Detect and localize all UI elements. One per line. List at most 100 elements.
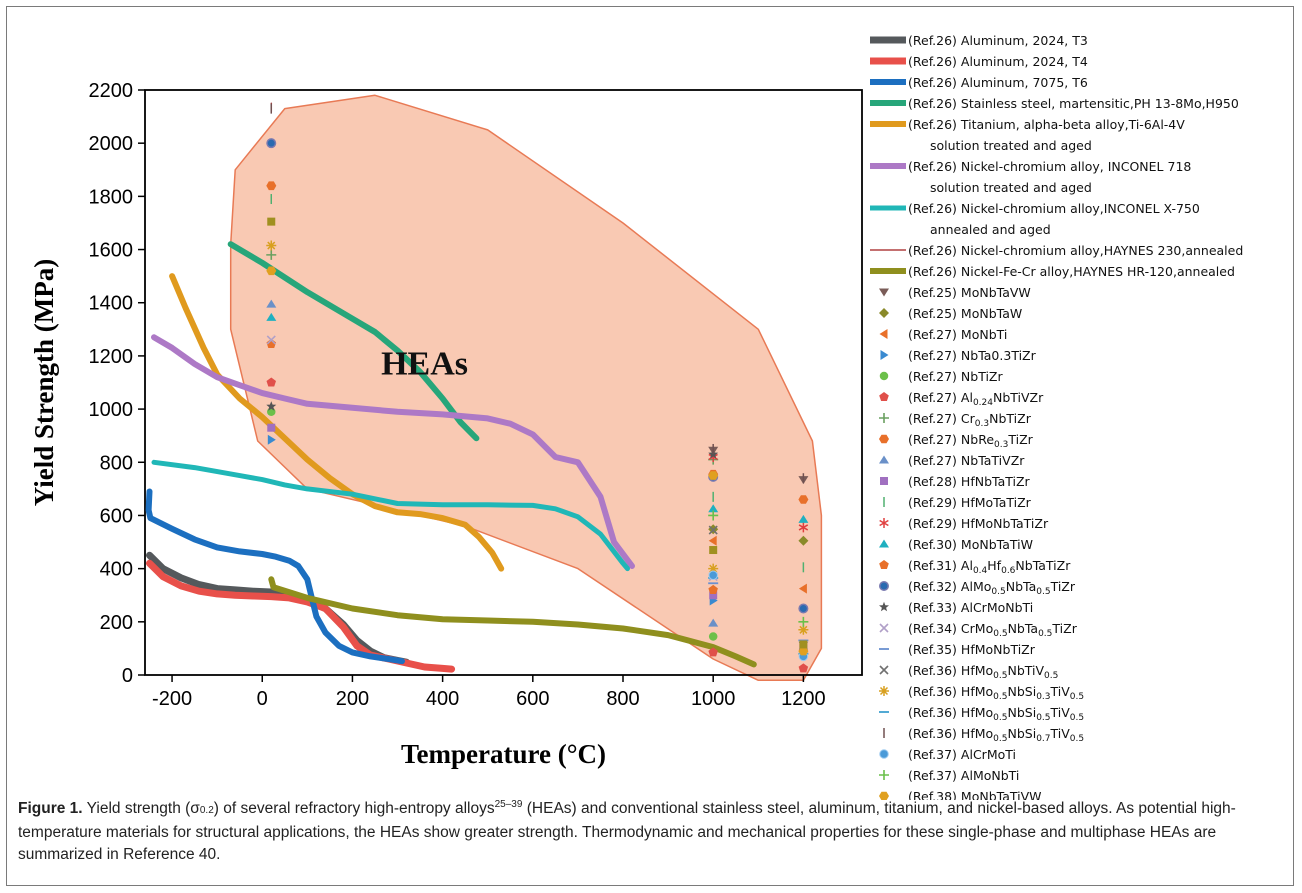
x-axis-label: Temperature (°C) (401, 739, 606, 769)
legend-label-marker-1: (Ref.25) MoNbTaVW (908, 285, 1031, 300)
marker-12-2 (798, 522, 809, 533)
y-tick-label: 400 (100, 559, 133, 581)
y-tick-label: 1600 (89, 240, 134, 262)
legend-swatch-marker-25 (879, 791, 889, 800)
legend-swatch-marker-4 (880, 350, 889, 360)
y-tick-label: 600 (100, 505, 133, 527)
legend-label-line-2: (Ref.26) Aluminum, 2024, T4 (908, 54, 1088, 69)
y-tick-label: 2200 (89, 80, 134, 102)
legend-label-marker-19: (Ref.36) HfMo0.5NbTiV0.5 (908, 663, 1058, 681)
legend-label-marker-9: (Ref.27) NbTaTiVZr (908, 453, 1025, 468)
marker-24-1 (708, 510, 719, 521)
marker-24-2 (798, 616, 809, 627)
y-tick-label: 0 (122, 665, 133, 687)
marker-14-2 (708, 584, 718, 594)
marker-17-1 (266, 335, 276, 345)
marker-23-1 (708, 570, 718, 581)
chart-axes: 0200400600800100012001400160018002000220… (29, 80, 863, 769)
y-axis-label: Yield Strength (MPa) (29, 259, 59, 506)
caption-text-3: (HEAs) and conventional stainless steel,… (18, 800, 1236, 863)
y-tick-label: 1000 (89, 399, 134, 421)
legend-label-marker-14: (Ref.31) Al0.4Hf0.6NbTaTiZr (908, 558, 1071, 576)
figure-caption: Figure 1. Yield strength (σ0.2) of sever… (18, 798, 1280, 866)
marker-20-3 (798, 624, 809, 635)
legend-swatch-marker-19 (879, 665, 889, 675)
legend-swatch-marker-24 (879, 770, 889, 780)
marker-9-2 (708, 618, 719, 627)
legend-swatch-marker-3 (879, 329, 888, 339)
plot-frame (144, 89, 863, 676)
caption-label: Figure 1. (18, 800, 83, 817)
marker-8-1 (266, 181, 277, 191)
marker-5-2 (708, 632, 718, 641)
legend-swatch-marker-13 (879, 539, 889, 548)
legend-label-marker-16: (Ref.33) AlCrMoNbTi (908, 600, 1033, 615)
marker-10-2 (709, 591, 718, 600)
marker-6-1 (266, 377, 276, 387)
legend-label-marker-21: (Ref.36) HfMo0.5NbSi0.5TiV0.5 (908, 705, 1084, 723)
chart-legend: (Ref.26) Aluminum, 2024, T3 (Ref.26) Alum… (870, 33, 1243, 800)
x-tick-label: 200 (336, 688, 369, 710)
caption-sub: 0.2 (199, 805, 214, 816)
caption-text-2: ) of several refractory high-entropy all… (213, 800, 495, 817)
legend-swatch-marker-15 (879, 581, 889, 591)
legend-swatch-marker-8 (879, 434, 889, 444)
marker-5-1 (267, 407, 276, 416)
marker-4-1 (267, 434, 276, 445)
legend-label-line-3: (Ref.26) Aluminum, 7075, T6 (908, 75, 1088, 90)
caption-text-1: Yield strength (σ (82, 800, 200, 817)
legend-swatch-marker-9 (879, 455, 889, 464)
series-line-4 (227, 241, 480, 442)
legend-label-continued: solution treated and aged (930, 138, 1092, 153)
legend-label-marker-11: (Ref.29) HfMoTaTiZr (908, 495, 1032, 510)
legend-swatch-marker-10 (880, 477, 888, 485)
series-line-7 (151, 459, 630, 572)
series-line-6 (151, 334, 635, 569)
legend-swatch-marker-2 (879, 308, 889, 318)
x-tick-label: 800 (606, 688, 639, 710)
y-tick-label: 1800 (89, 186, 134, 208)
marker-25-3 (798, 646, 809, 656)
x-tick-label: 400 (426, 688, 459, 710)
y-tick-label: 200 (100, 612, 133, 634)
heas-label: HEAs (381, 346, 468, 383)
marker-20-2 (708, 563, 719, 574)
legend-label-marker-18: (Ref.35) HfMoNbTiZr (908, 642, 1036, 657)
legend-swatch-marker-1 (879, 288, 889, 297)
legend-label-marker-5: (Ref.27) NbTiZr (908, 369, 1003, 384)
y-tick-label: 1400 (89, 293, 134, 315)
marker-6-2 (708, 647, 718, 657)
x-tick-label: -200 (152, 688, 192, 710)
legend-label-line-8: (Ref.26) Nickel-chromium alloy,HAYNES 23… (908, 243, 1243, 258)
x-tick-label: 0 (257, 688, 268, 710)
legend-label-marker-4: (Ref.27) NbTa0.3TiZr (908, 348, 1037, 363)
legend-swatch-marker-5 (879, 371, 889, 381)
legend-label-marker-23: (Ref.37) AlCrMoTi (908, 747, 1016, 762)
marker-3-2 (798, 583, 807, 594)
legend-swatch-marker-20 (879, 686, 889, 696)
legend-swatch-marker-17 (879, 623, 889, 633)
legend-label-line-1: (Ref.26) Aluminum, 2024, T3 (908, 33, 1088, 48)
marker-16-1 (266, 401, 277, 411)
marker-19-1 (708, 525, 718, 535)
series-lines (145, 102, 757, 673)
series-line-9 (268, 576, 757, 668)
legend-label-marker-10: (Ref.28) HfNbTaTiZr (908, 474, 1031, 489)
legend-swatch-marker-23 (879, 749, 889, 759)
y-tick-label: 1200 (89, 346, 134, 368)
legend-swatch-marker-7 (879, 413, 889, 423)
marker-25-1 (266, 266, 277, 276)
series-markers (266, 103, 809, 673)
x-tick-label: 1200 (781, 688, 826, 710)
marker-15-1 (266, 138, 277, 149)
marker-13-3 (798, 514, 809, 523)
legend-label-line-7: (Ref.26) Nickel-chromium alloy,INCONEL X… (908, 201, 1200, 216)
marker-8-3 (798, 495, 809, 504)
legend-label-marker-2: (Ref.25) MoNbTaW (908, 306, 1022, 321)
x-tick-label: 600 (516, 688, 549, 710)
legend-label-line-5: (Ref.26) Titanium, alpha-beta alloy,Ti-6… (908, 117, 1185, 132)
marker-15-3 (798, 603, 809, 614)
legend-label-continued: solution treated and aged (930, 180, 1092, 195)
marker-10-1 (267, 423, 276, 432)
chart-annotation: HEAs (381, 346, 468, 383)
